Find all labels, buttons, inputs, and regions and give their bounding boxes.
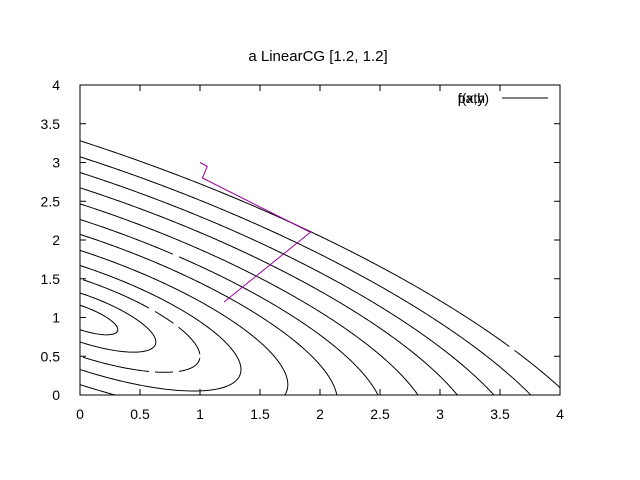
- series-path-line: [199, 162, 312, 303]
- contour-line: [79, 156, 532, 396]
- x-tick-label: 3.5: [490, 406, 510, 422]
- y-tick-label: 1.5: [41, 271, 61, 287]
- x-axis-tick-labels: 0 0.5 1 1.5 2 2.5 3 3.5 4: [76, 406, 564, 422]
- contour-line: [79, 249, 289, 396]
- contour-line: [79, 218, 379, 396]
- x-tick-label: 2.5: [370, 406, 390, 422]
- legend: f(x,y) path: [458, 90, 548, 106]
- contour-line: [79, 304, 119, 336]
- contour-line: [82, 279, 201, 373]
- y-tick-label: 2.5: [41, 193, 61, 209]
- chart-title: a LinearCG [1.2, 1.2]: [248, 48, 387, 65]
- x-tick-label: 3: [436, 406, 444, 422]
- contour-line: [79, 140, 561, 388]
- optimizer-path-series: [199, 162, 312, 303]
- contour-line: [79, 292, 157, 353]
- contour-line: [79, 203, 419, 396]
- contour-line: [79, 265, 242, 392]
- y-tick-label: 2: [52, 232, 60, 248]
- x-tick-label: 2: [316, 406, 324, 422]
- x-tick-label: 0: [76, 406, 84, 422]
- y-tick-label: 1: [52, 310, 60, 326]
- legend-label-fxy: f(x,y): [458, 90, 489, 106]
- contour-line: [79, 233, 338, 396]
- y-tick-label: 0.5: [41, 348, 61, 364]
- y-axis-tick-labels: 0 0.5 1 1.5 2 2.5 3 3.5 4: [41, 77, 61, 403]
- plot-frame: [79, 84, 561, 396]
- x-tick-label: 1.5: [250, 406, 270, 422]
- legend-label-path: path: [458, 90, 485, 106]
- x-tick-label: 0.5: [130, 406, 150, 422]
- y-tick-label: 3.5: [41, 116, 61, 132]
- contour-line: [79, 172, 495, 396]
- y-tick-label: 0: [52, 387, 60, 403]
- x-tick-label: 1: [196, 406, 204, 422]
- y-tick-label: 3: [52, 155, 60, 171]
- x-tick-label: 4: [556, 406, 564, 422]
- contour-line: [79, 187, 458, 396]
- y-tick-label: 4: [52, 77, 60, 93]
- contour-lines: [79, 140, 561, 396]
